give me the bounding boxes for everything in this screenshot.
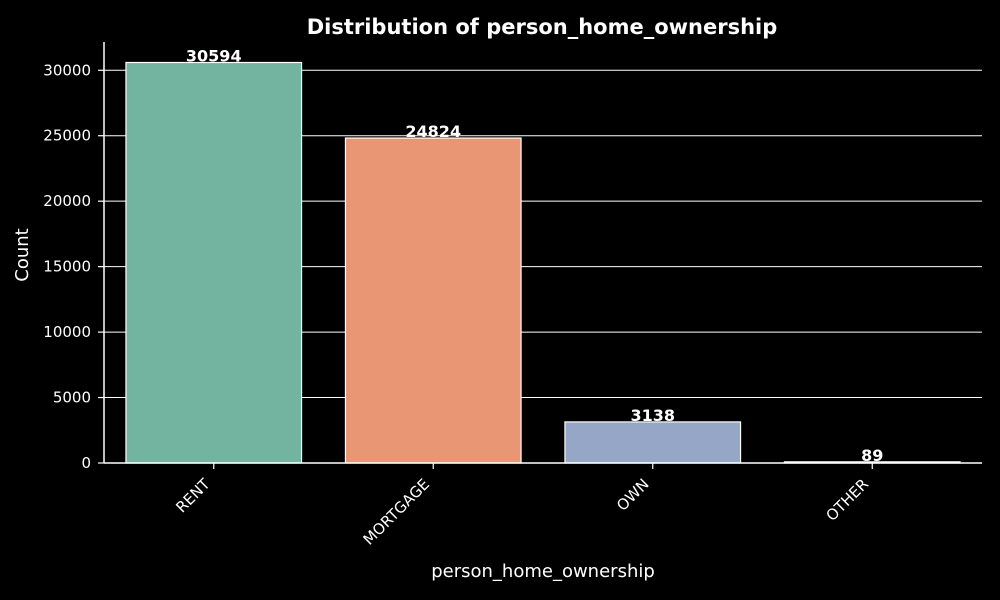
x-tick-label: OTHER [822,475,872,525]
value-label: 89 [861,446,883,465]
x-axis-label: person_home_ownership [431,561,655,582]
x-tick-label: OWN [613,475,652,514]
y-tick-label: 5000 [53,389,91,407]
value-label: 24824 [405,122,461,141]
chart-title: Distribution of person_home_ownership [307,15,778,39]
value-label: 30594 [186,47,242,66]
bar-rent [125,61,303,464]
y-tick-label: 10000 [43,323,91,341]
y-axis-label: Count [12,228,33,281]
value-label: 3138 [630,406,675,425]
x-tick-label: MORTGAGE [360,475,434,549]
y-tick-label: 25000 [43,127,91,145]
bar-mortgage [344,137,522,464]
bar-own [564,421,742,464]
x-tick-label: RENT [172,475,214,517]
y-tick-label: 20000 [43,192,91,210]
x-ticks-layer: RENT MORTGAGE OWN OTHER [172,463,873,549]
y-tick-label: 30000 [43,61,91,79]
y-tick-label: 0 [81,454,91,472]
value-labels-layer: 30594 24824 3138 89 [186,47,883,465]
y-ticks-layer: 0 5000 10000 15000 20000 25000 30000 [43,61,104,472]
bars-layer [125,61,961,464]
y-tick-label: 15000 [43,258,91,276]
